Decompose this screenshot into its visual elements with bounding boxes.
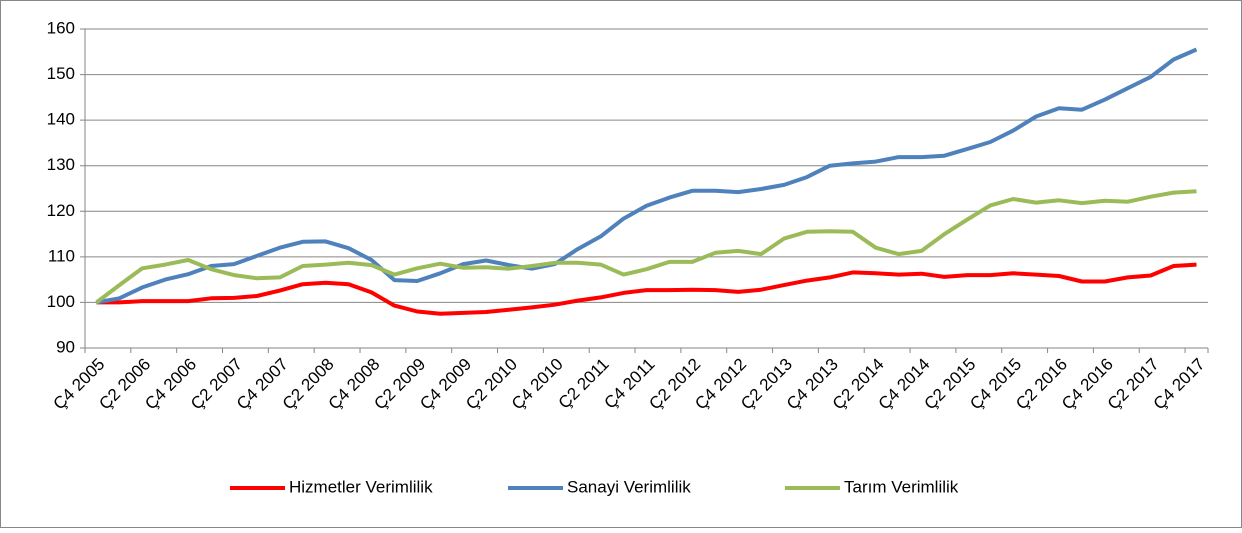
- series-line: [95, 189, 1197, 304]
- y-tick-label: 120: [47, 201, 75, 220]
- y-tick-label: 150: [47, 64, 75, 83]
- legend-label: Sanayi Verimlilik: [567, 477, 691, 496]
- y-tick-label: 130: [47, 155, 75, 174]
- y-tick-label: 110: [48, 246, 75, 265]
- series-line: [96, 47, 1198, 305]
- y-tick-label: 160: [47, 18, 75, 37]
- y-tick-label: 140: [47, 110, 75, 129]
- y-tick-label: 90: [56, 337, 75, 356]
- legend-label: Hizmetler Verimlilik: [289, 477, 433, 496]
- legend-label: Tarım Verimlilik: [844, 477, 959, 496]
- series-line: [96, 262, 1197, 316]
- y-tick-label: 100: [47, 292, 75, 311]
